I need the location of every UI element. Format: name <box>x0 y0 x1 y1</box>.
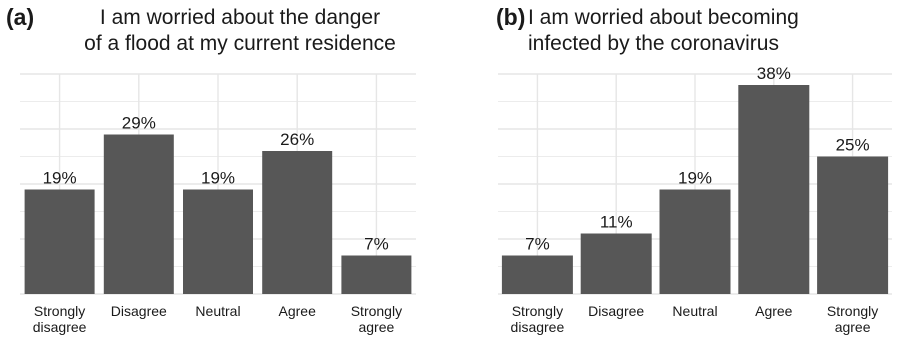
x-tick-label: Neutral <box>672 303 717 319</box>
data-label: 29% <box>122 114 156 133</box>
bar <box>262 151 333 294</box>
bar-chart-plot: 19%Stronglydisagree29%Disagree19%Neutral… <box>20 73 416 335</box>
x-tick-label: Strongly <box>827 303 878 319</box>
x-tick-label: Strongly <box>351 303 402 319</box>
x-tick-label: Disagree <box>588 303 644 319</box>
bar <box>103 134 174 294</box>
data-label: 19% <box>678 169 712 188</box>
bar <box>341 255 412 294</box>
x-tick-label: Strongly <box>34 303 85 319</box>
chart-panel-b: (b) I am worried about becoming infected… <box>466 0 906 347</box>
bar <box>183 189 253 294</box>
data-label: 11% <box>600 213 633 232</box>
x-tick-label: agree <box>835 319 871 335</box>
bar <box>501 255 573 294</box>
bar-chart-plot: 7%Stronglydisagree11%Disagree19%Neutral3… <box>498 64 892 335</box>
x-tick-label: agree <box>358 319 394 335</box>
x-tick-label: Strongly <box>512 303 563 319</box>
x-tick-label: Agree <box>755 303 793 319</box>
data-label: 19% <box>201 169 235 188</box>
data-label: 7% <box>364 235 389 254</box>
chart-title: I am worried about the danger of a flood… <box>50 5 430 57</box>
x-tick-label: disagree <box>33 319 87 335</box>
x-tick-label: disagree <box>511 319 565 335</box>
chart-title-line-1: I am worried about becoming <box>528 6 799 29</box>
data-label: 7% <box>525 235 550 254</box>
chart-panel-a: (a) I am worried about the danger of a f… <box>0 0 440 347</box>
bar <box>659 189 731 294</box>
chart-title-line-2: of a flood at my current residence <box>84 32 396 55</box>
chart-title-line-2: infected by the coronavirus <box>528 32 779 55</box>
panel-label: (a) <box>6 4 35 30</box>
bar <box>738 85 810 294</box>
data-label: 25% <box>836 136 870 155</box>
x-tick-label: Agree <box>279 303 317 319</box>
data-label: 19% <box>43 169 77 188</box>
chart-title: I am worried about becoming infected by … <box>528 5 818 57</box>
data-label: 26% <box>280 130 314 149</box>
data-label: 38% <box>757 64 791 83</box>
bar <box>24 189 95 294</box>
bar <box>580 233 652 294</box>
x-tick-label: Neutral <box>195 303 240 319</box>
bar <box>817 156 889 294</box>
panel-label: (b) <box>496 4 526 30</box>
chart-title-line-1: I am worried about the danger <box>99 6 381 29</box>
x-tick-label: Disagree <box>111 303 167 319</box>
